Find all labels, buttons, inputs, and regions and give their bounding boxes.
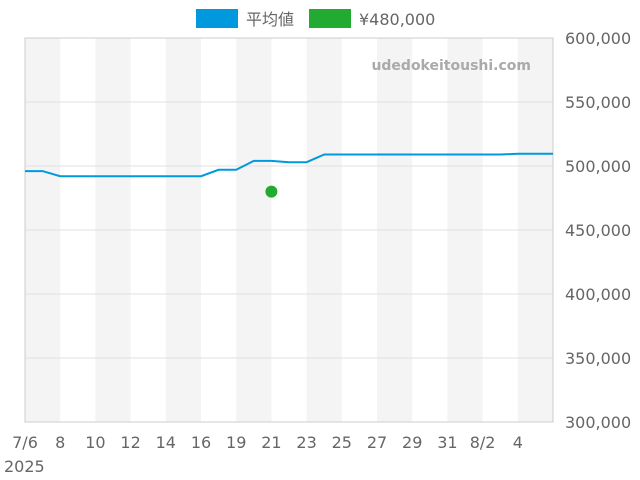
y-tick-label: 450,000 (565, 221, 631, 240)
x-tick-label: 12 (120, 433, 140, 452)
y-tick-label: 600,000 (565, 29, 631, 48)
y-tick-label: 550,000 (565, 93, 631, 112)
x-tick-label: 8 (55, 433, 65, 452)
x-tick-label: 29 (402, 433, 422, 452)
y-tick-label: 500,000 (565, 157, 631, 176)
x-tick-label: 10 (85, 433, 105, 452)
y-tick-label: 400,000 (565, 285, 631, 304)
x-tick-label: 8/2 (470, 433, 496, 452)
x-tick-label: 25 (332, 433, 352, 452)
x-tick-label: 7/6 (12, 433, 38, 452)
legend-item-price[interactable]: ¥480,000 (309, 9, 435, 29)
x-tick-label: 16 (191, 433, 211, 452)
watermark: udedokeitoushi.com (371, 58, 531, 74)
x-tick-label: 21 (261, 433, 281, 452)
scatter-point (265, 185, 278, 198)
x-tick-label: 27 (367, 433, 387, 452)
legend-label: ¥480,000 (359, 10, 435, 29)
legend-swatch (196, 9, 238, 28)
y-tick-label: 300,000 (565, 413, 631, 432)
x-tick-label: 14 (156, 433, 176, 452)
legend-item-average[interactable]: 平均値 (196, 9, 294, 29)
x-tick-label: 31 (437, 433, 457, 452)
legend-label: 平均値 (246, 10, 294, 29)
year-label: 2025 (4, 457, 45, 476)
plot-frame (24, 37, 554, 423)
y-axis: 300,000 350,000 400,000 450,000 500,000 550,0… (565, 29, 631, 432)
y-tick-label: 350,000 (565, 349, 631, 368)
legend-swatch (309, 9, 351, 28)
x-tick-label: 4 (513, 433, 523, 452)
series-layer (25, 152, 553, 198)
series-line-average (25, 152, 553, 178)
x-tick-label: 23 (296, 433, 316, 452)
legend[interactable]: 平均値 ¥480,000 (196, 9, 435, 29)
x-tick-label: 19 (226, 433, 246, 452)
x-axis: 7/6 8 10 12 14 16 19 21 23 25 27 29 31 8/2 4 (12, 433, 523, 452)
